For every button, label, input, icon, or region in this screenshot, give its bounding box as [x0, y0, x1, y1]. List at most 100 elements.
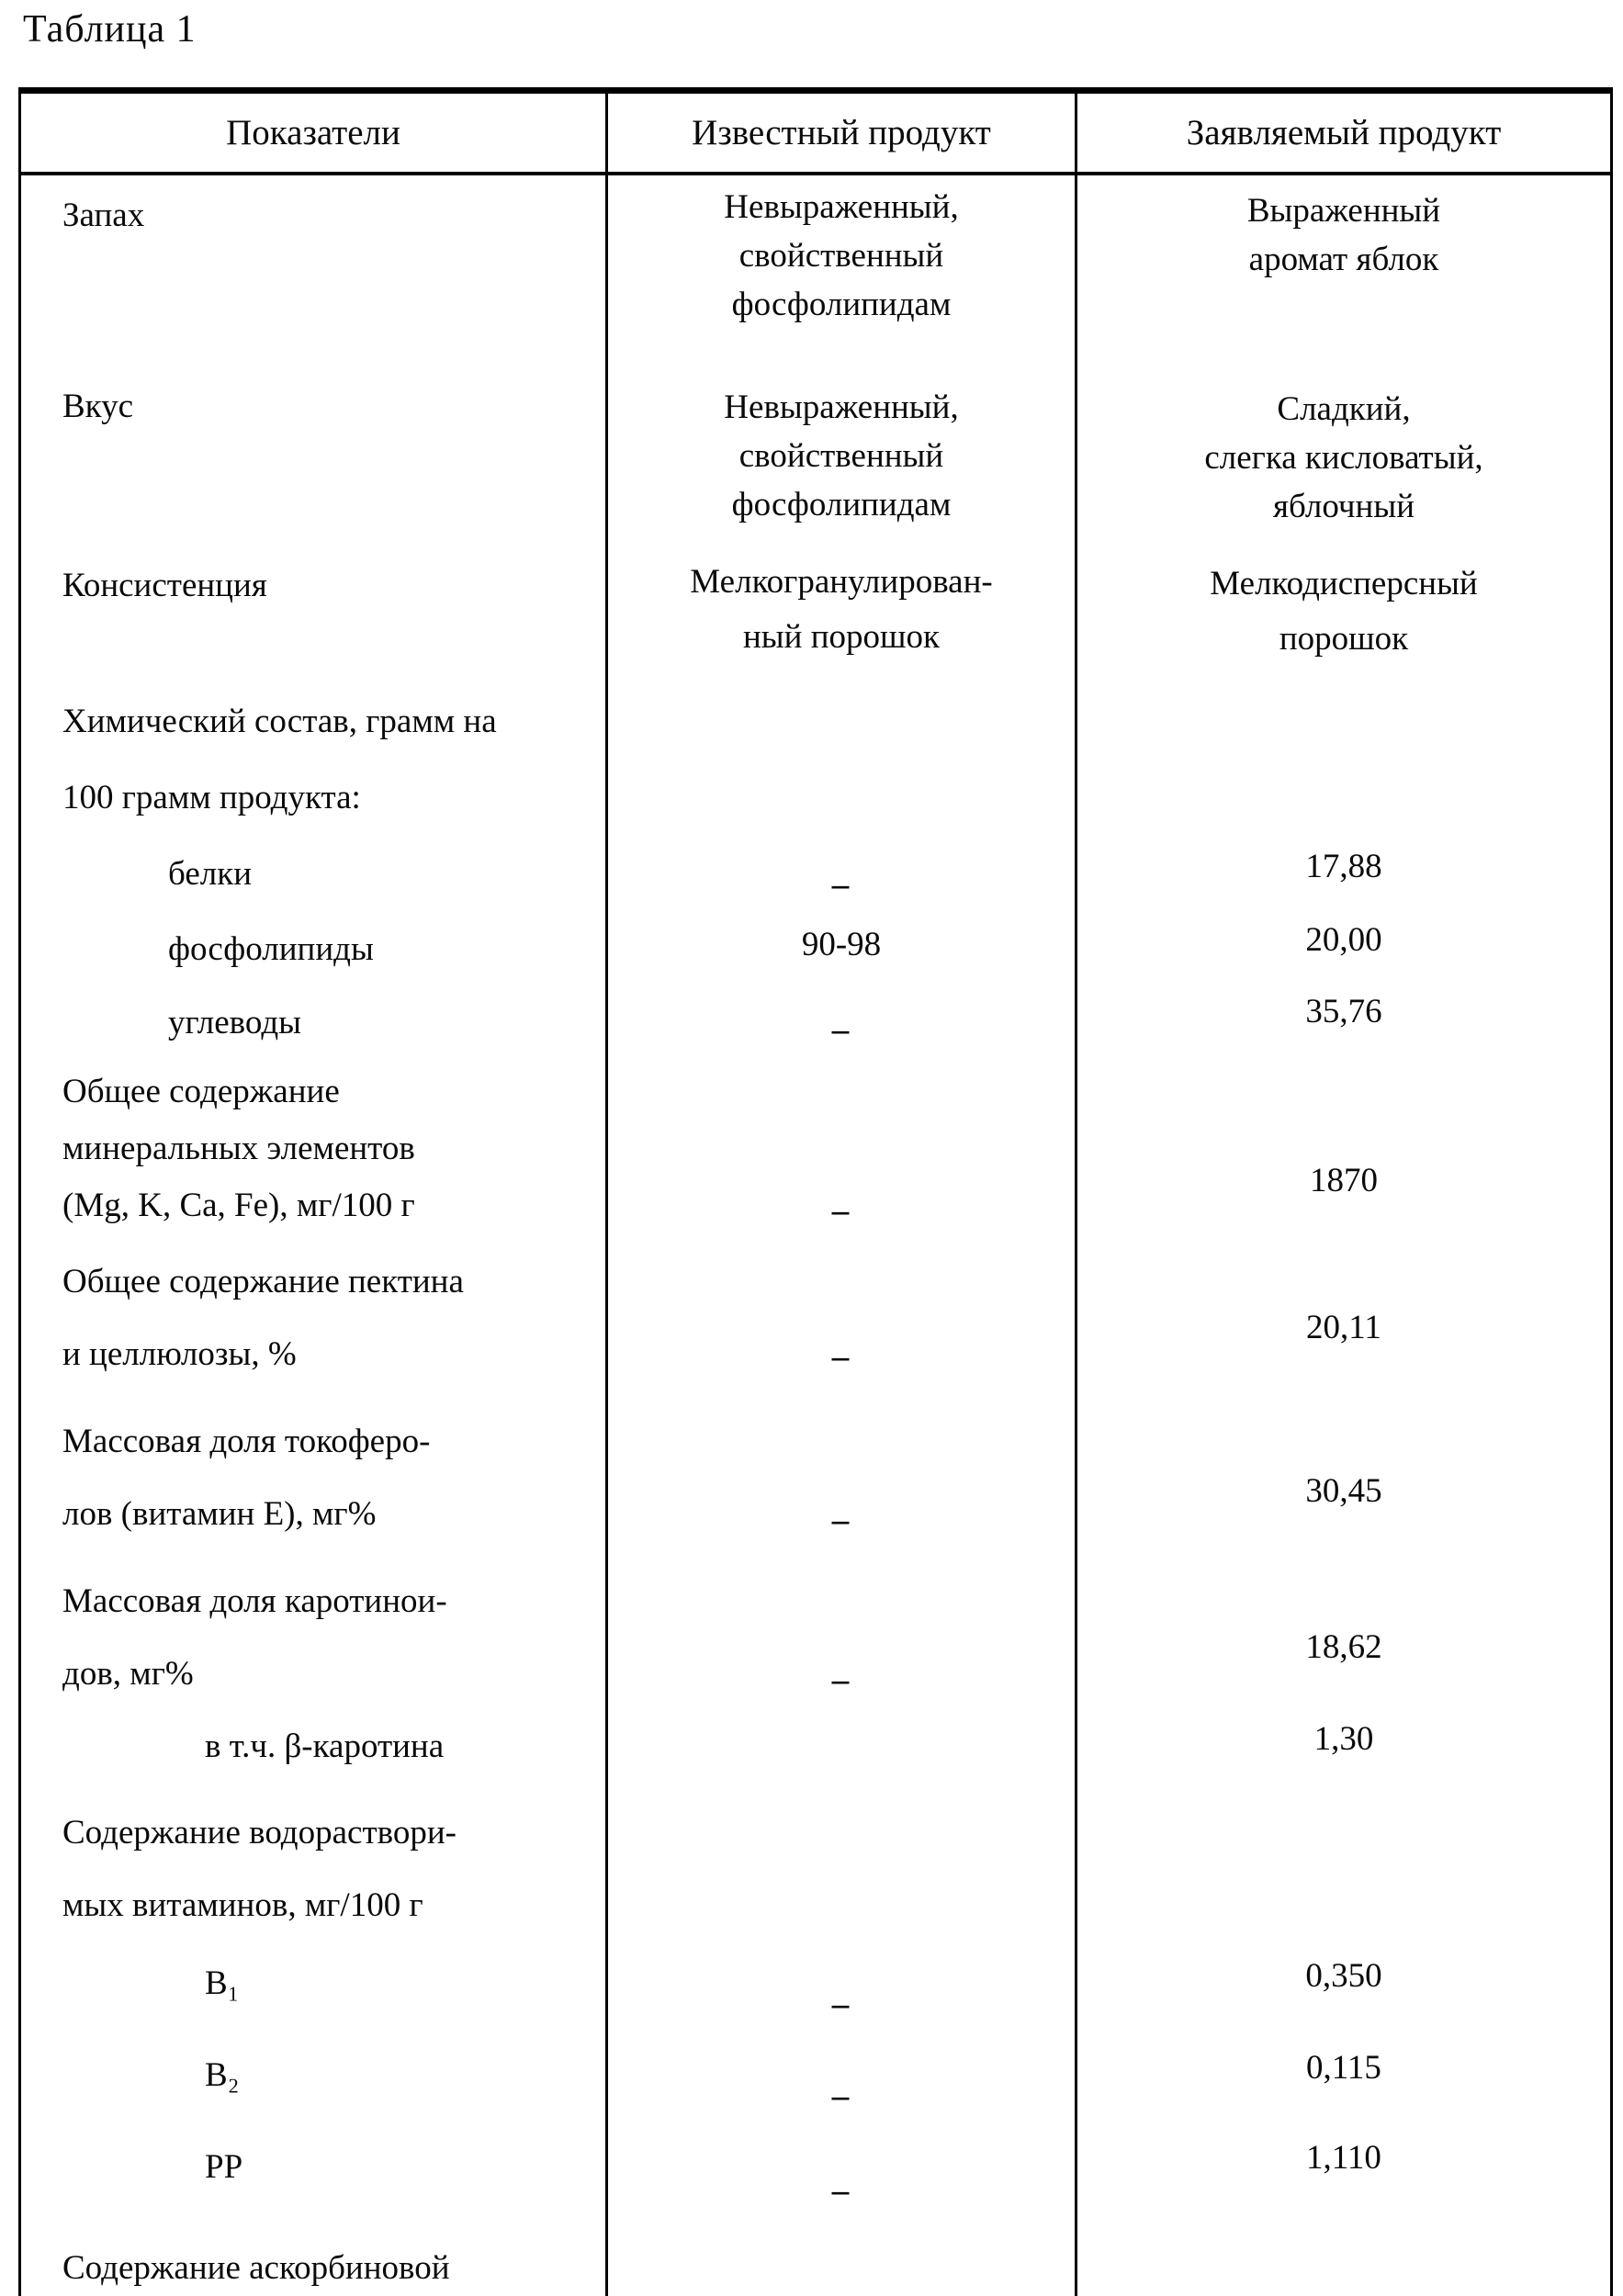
known-value-line: свойственный: [738, 437, 944, 475]
known-product-cell: –: [608, 1550, 1077, 1710]
claimed-value-line: яблочный: [1273, 488, 1414, 525]
table-row-vitamin-b1: B₁ – 0,350: [21, 1941, 1610, 2033]
claimed-product-cell: Мелкодисперсный порошок: [1077, 547, 1610, 667]
table-row-ascorbic-acid: Содержание аскорбиновой кислоты (витамин…: [21, 2217, 1610, 2296]
indicator-text: Содержание водораствори-: [62, 1814, 456, 1851]
indicator-text: (Mg, K, Ca, Fe), мг/100 г: [62, 1187, 415, 1224]
table-row-smell: Запах Невыраженный, свойственный фосфоли…: [21, 175, 1610, 368]
indicator-text: PP: [205, 2148, 243, 2186]
claimed-value: 1870: [1310, 1162, 1378, 1199]
claimed-product-cell: Выраженный аромат яблок: [1077, 175, 1610, 368]
known-product-cell: –: [608, 836, 1077, 914]
claimed-value: 0,115: [1306, 2049, 1381, 2087]
table-row-carotenoids: Массовая доля каротинои- дов, мг% – 18,6…: [21, 1550, 1610, 1710]
known-product-cell: Мелкогранулирован- ный порошок: [608, 547, 1077, 667]
indicator-text: B₁: [205, 1964, 240, 2002]
known-value-line: Мелкогранулирован-: [690, 563, 993, 601]
indicator-text: минеральных элементов: [62, 1130, 415, 1167]
no-value-dash: –: [831, 1986, 851, 2023]
claimed-value: 1,110: [1306, 2139, 1381, 2177]
header-indicators: Показатели: [21, 94, 608, 172]
indicator-cell: Вкус: [21, 368, 608, 547]
indicator-text: 100 грамм продукта:: [62, 779, 361, 816]
indicator-cell: фосфолипиды: [21, 914, 608, 990]
claimed-product-cell: [1077, 667, 1610, 836]
header-claimed-product: Заявляемый продукт: [1186, 113, 1502, 152]
indicator-text: мых витаминов, мг/100 г: [62, 1886, 423, 1924]
claimed-product-cell: 1,30: [1077, 1710, 1610, 1782]
claimed-value-line: Выраженный: [1246, 192, 1441, 230]
table-row-tocopherols: Массовая доля токоферо- лов (витамин Е),…: [21, 1390, 1610, 1550]
table-row-beta-carotene: в т.ч. β-каротина 1,30: [21, 1710, 1610, 1782]
indicator-cell: Консистенция: [21, 547, 608, 667]
no-value-dash: –: [831, 2077, 851, 2115]
indicator-text: Консистенция: [62, 567, 267, 604]
claimed-product-cell: 0,115: [1077, 2033, 1610, 2125]
claimed-value: 30,45: [1305, 1472, 1382, 1510]
indicator-text: фосфолипиды: [168, 930, 374, 968]
page-title: Таблица 1: [23, 8, 197, 51]
comparison-table: Показатели Известный продукт Заявляемый …: [18, 87, 1613, 2296]
indicator-text: B₂: [205, 2056, 240, 2094]
indicator-cell: белки: [21, 836, 608, 914]
indicator-cell: Массовая доля каротинои- дов, мг%: [21, 1550, 608, 1710]
indicator-text: Химический состав, грамм на: [62, 703, 497, 740]
known-value-line: ный порошок: [743, 618, 940, 656]
table-header-row: Показатели Известный продукт Заявляемый …: [21, 94, 1610, 175]
indicator-cell: Химический состав, грамм на 100 грамм пр…: [21, 667, 608, 836]
known-product-cell: –: [608, 990, 1077, 1056]
known-product-cell: –: [608, 2217, 1077, 2296]
claimed-value: 20,11: [1306, 1309, 1381, 1346]
indicator-cell: углеводы: [21, 990, 608, 1056]
known-product-cell: –: [608, 1941, 1077, 2033]
indicator-cell: PP: [21, 2125, 608, 2217]
no-value-dash: –: [831, 1661, 851, 1699]
known-product-cell: –: [608, 1390, 1077, 1550]
indicator-text: Вкус: [62, 388, 134, 425]
table-row-consistency: Консистенция Мелкогранулирован- ный поро…: [21, 547, 1610, 667]
claimed-value-line: слегка кисловатый,: [1204, 439, 1483, 477]
no-value-dash: –: [831, 1502, 851, 1539]
indicator-text: лов (витамин Е), мг%: [62, 1495, 377, 1533]
table-row-pectin-cellulose: Общее содержание пектина и целлюлозы, % …: [21, 1234, 1610, 1390]
claimed-product-cell: 17,88: [1077, 836, 1610, 914]
indicator-cell: в т.ч. β-каротина: [21, 1710, 608, 1782]
indicator-text: Запах: [62, 197, 145, 234]
indicator-cell: Общее содержание пектина и целлюлозы, %: [21, 1234, 608, 1390]
table-row-water-soluble-vitamins: Содержание водораствори- мых витаминов, …: [21, 1782, 1610, 1941]
no-value-dash: –: [831, 866, 851, 904]
known-value-line: свойственный: [738, 237, 944, 275]
known-product-cell: –: [608, 2125, 1077, 2217]
known-product-cell: Невыраженный, свойственный фосфолипидам: [608, 175, 1077, 368]
claimed-product-cell: 1,110: [1077, 2125, 1610, 2217]
no-value-dash: –: [831, 1011, 851, 1049]
known-product-cell: –: [608, 1056, 1077, 1234]
header-known-product: Известный продукт: [608, 94, 1077, 172]
known-product-cell: –: [608, 2033, 1077, 2125]
indicator-text: Содержание аскорбиновой: [62, 2249, 450, 2287]
table-row-phospholipids: фосфолипиды 90-98 20,00: [21, 914, 1610, 990]
known-value: 90-98: [801, 926, 882, 963]
claimed-value-line: Сладкий,: [1277, 390, 1411, 428]
claimed-value-line: Мелкодисперсный: [1210, 565, 1478, 602]
known-value-line: Невыраженный,: [724, 188, 959, 226]
claimed-product-cell: 20,11: [1077, 1234, 1610, 1390]
known-product-cell: [608, 1782, 1077, 1941]
table-row-minerals: Общее содержание минеральных элементов (…: [21, 1056, 1610, 1234]
claimed-product-cell: 35,76: [1077, 990, 1610, 1056]
indicator-text: углеводы: [168, 1004, 302, 1041]
known-product-cell: [608, 1710, 1077, 1782]
claimed-product-cell: 20,00: [1077, 914, 1610, 990]
claimed-product-cell: 1870: [1077, 1056, 1610, 1234]
known-product-cell: –: [608, 1234, 1077, 1390]
known-product-cell: 90-98: [608, 914, 1077, 990]
no-value-dash: –: [831, 1192, 851, 1230]
table-row-chemical-composition: Химический состав, грамм на 100 грамм пр…: [21, 667, 1610, 836]
claimed-value: 17,88: [1305, 848, 1382, 885]
indicator-text: дов, мг%: [62, 1655, 194, 1693]
claimed-value: 1,30: [1313, 1720, 1374, 1758]
indicator-cell: Содержание водораствори- мых витаминов, …: [21, 1782, 608, 1941]
claimed-product-cell: [1077, 1782, 1610, 1941]
no-value-dash: –: [831, 1338, 851, 1376]
